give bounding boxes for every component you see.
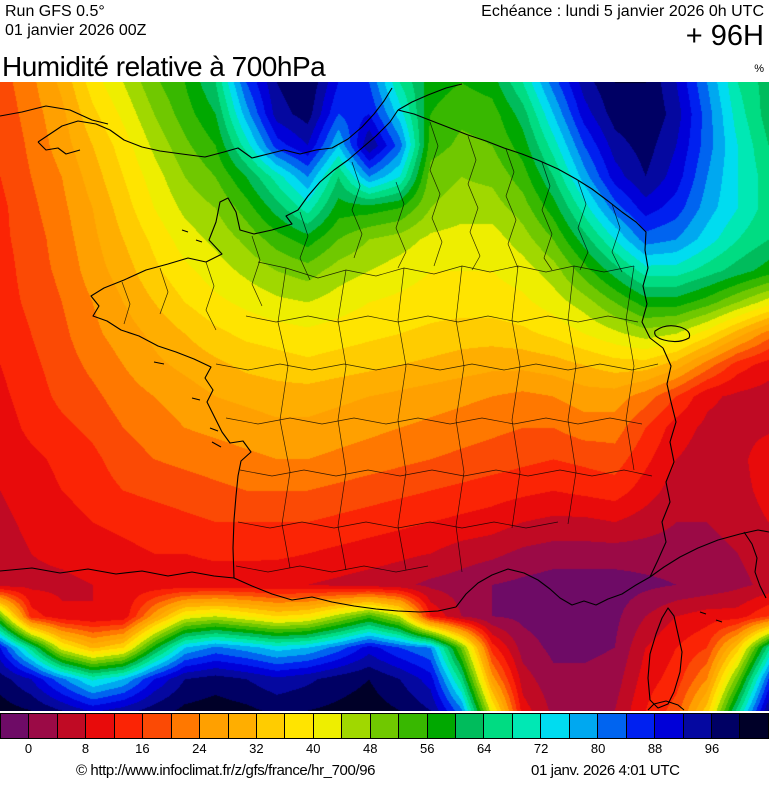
colorbar-cell (114, 714, 144, 738)
colorbar-cell (200, 714, 229, 738)
unit-label: % (754, 63, 764, 75)
page-title: Humidité relative à 700hPa (2, 51, 326, 82)
colorbar-cell (143, 714, 172, 738)
colorbar-tick-label: 72 (533, 741, 549, 756)
colorbar-tick-label: 32 (249, 741, 264, 756)
colorbar-cell (1, 714, 30, 738)
colorbar-cell (541, 714, 570, 738)
belgium-coastline (397, 83, 463, 111)
forecast-info: Echéance : lundi 5 janvier 2026 0h UTC +… (481, 2, 764, 51)
colorbar-cell (228, 714, 257, 738)
colorbar-tick-label: 64 (476, 741, 492, 756)
colorbar-tick-label: 40 (306, 741, 321, 756)
colorbar-cell (256, 714, 286, 738)
colorbar-tick-label: 96 (704, 741, 720, 756)
bristol-channel-coastline (0, 105, 109, 125)
colorbar-cell (456, 714, 485, 738)
colorbar (0, 713, 769, 739)
colorbar-tick-label: 88 (647, 741, 663, 756)
colorbar-tick-labels: 0 8 16 24 32 40 48 56 64 72 80 88 96 (0, 741, 769, 757)
colorbar-cell (683, 714, 712, 738)
echeance-label: Echéance : lundi 5 janvier 2026 0h UTC (481, 3, 764, 20)
run-date-label: 01 janvier 2026 00Z (5, 22, 147, 39)
coastline-paths (0, 83, 769, 711)
colorbar-cell (740, 714, 768, 738)
colorbar-cell (626, 714, 656, 738)
colorbar-cell (342, 714, 371, 738)
colorbar-tick-label: 24 (192, 741, 207, 756)
lake-geneva-outline (654, 325, 691, 343)
colorbar-cell (484, 714, 513, 738)
uk-coastline (37, 87, 393, 159)
colorbar-cell (313, 714, 343, 738)
department-border-paths (121, 121, 659, 573)
colorbar-cell (57, 714, 87, 738)
colorbar-cell (512, 714, 542, 738)
colorbar-cell (399, 714, 428, 738)
corsica-coastline (647, 607, 683, 709)
run-info: Run GFS 0.5° 01 janvier 2026 00Z (5, 2, 146, 40)
colorbar-cell (598, 714, 627, 738)
footer: © http://www.infoclimat.fr/z/gfs/france/… (0, 760, 769, 784)
alps-italy-border (649, 347, 677, 578)
colorbar-cell (86, 714, 115, 738)
colorbar-cell (171, 714, 201, 738)
pyrenees-border (233, 577, 457, 613)
colorbar-tick-label: 48 (363, 741, 378, 756)
run-model-label: Run GFS 0.5° (5, 3, 105, 20)
forecast-hour-label: + 96H (685, 20, 764, 52)
france-coastline (90, 109, 399, 579)
mediterranean-coastline (455, 529, 769, 608)
colorbar-tick-label: 80 (590, 741, 606, 756)
colorbar-tick-label: 0 (24, 741, 33, 756)
humidity-field-canvas (0, 82, 769, 711)
rhine-germany-border (397, 109, 664, 349)
colorbar-cell (370, 714, 400, 738)
italy-coastline (743, 531, 767, 599)
generation-datetime-label: 01 janv. 2026 4:01 UTC (531, 762, 680, 779)
sardinia-coastline (647, 700, 685, 711)
spain-coastline (0, 567, 235, 579)
source-url-label: © http://www.infoclimat.fr/z/gfs/france/… (76, 762, 376, 779)
small-islands (153, 229, 723, 623)
colorbar-tick-label: 56 (419, 741, 435, 756)
colorbar-cell (655, 714, 684, 738)
colorbar-cell (285, 714, 314, 738)
colorbar-cell (427, 714, 456, 738)
colorbar-tick-label: 16 (135, 741, 150, 756)
cornwall-coastline (37, 141, 81, 155)
colorbar-cell (569, 714, 599, 738)
map-area (0, 82, 769, 711)
colorbar-cell (29, 714, 58, 738)
map-borders-overlay (0, 83, 769, 711)
colorbar-tick-label: 8 (81, 741, 90, 756)
colorbar-cell (711, 714, 741, 738)
